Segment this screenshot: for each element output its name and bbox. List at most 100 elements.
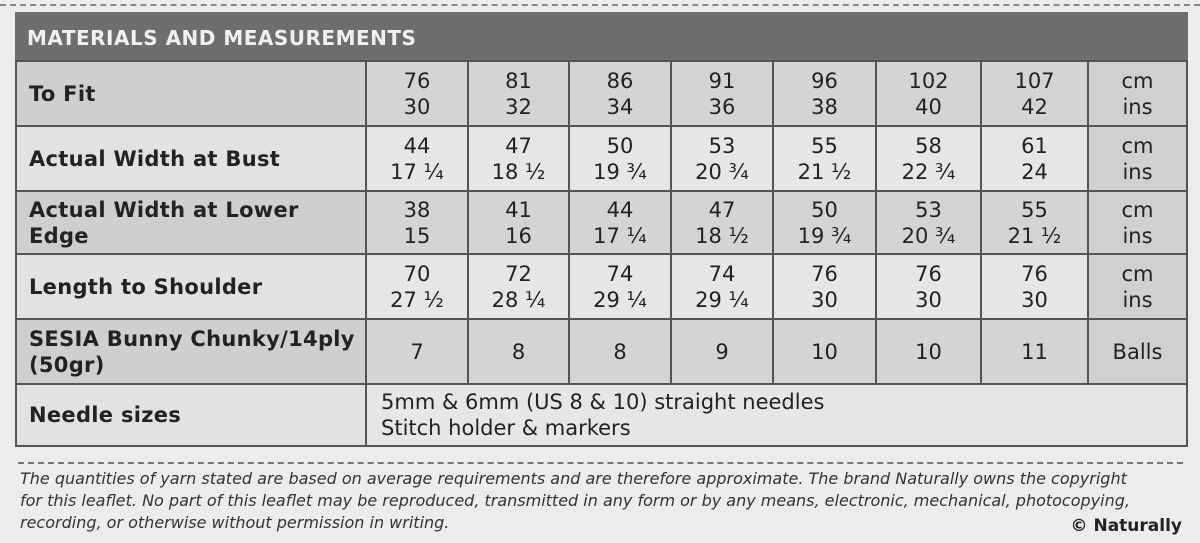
divider xyxy=(18,462,1183,464)
table-row: Actual Width at Lower Edge 38 15 41 16 44 17 ¼… xyxy=(15,192,1188,255)
size-cell: 58 22 ¾ xyxy=(875,127,980,190)
value-text: 19 ¾ xyxy=(593,159,647,184)
unit-cell: cm ins xyxy=(1087,192,1188,253)
table-row: To Fit 76 30 81 32 86 34 91 36 96 38 102 40 107 42 cm in… xyxy=(15,60,1188,127)
footer-line: for this leaflet. No part of this leafle… xyxy=(20,491,1130,510)
value-text: 76 xyxy=(403,68,431,93)
unit-text: cm xyxy=(1121,133,1154,158)
label-text: Needle sizes xyxy=(29,403,182,427)
value-text: 81 xyxy=(505,68,532,93)
divider xyxy=(0,4,1200,6)
size-cell: 96 38 xyxy=(772,62,875,125)
value-text: 18 ½ xyxy=(695,223,749,248)
size-cell: 102 40 xyxy=(875,62,980,125)
label-text: Actual Width at Lower Edge xyxy=(29,197,299,248)
value-text: 7 xyxy=(410,339,424,364)
size-cell: 70 27 ½ xyxy=(365,255,467,318)
value-text: 30 xyxy=(811,287,838,312)
size-cell: 107 42 xyxy=(980,62,1087,125)
value-text: 50 xyxy=(606,133,634,158)
label-text: Actual Width at Bust xyxy=(29,146,281,171)
size-cell: 61 24 xyxy=(980,127,1087,190)
text-cell: 5mm & 6mm (US 8 & 10) straight needles St… xyxy=(365,385,1188,445)
row-label: Actual Width at Bust xyxy=(15,127,365,190)
value-text: 76 xyxy=(915,261,942,286)
value-text: 34 xyxy=(606,94,634,119)
value-text: 8 xyxy=(613,339,627,364)
row-label: To Fit xyxy=(15,62,365,125)
unit-cell: cm ins xyxy=(1087,127,1188,190)
size-cell: 11 xyxy=(980,320,1087,383)
unit-text: cm xyxy=(1121,197,1154,222)
value-text: 19 ¾ xyxy=(797,223,852,248)
size-cell: 91 36 xyxy=(670,62,772,125)
value-text: 21 ½ xyxy=(797,159,852,184)
value-text: 55 xyxy=(1021,197,1048,222)
value-text: 58 xyxy=(915,133,942,158)
size-cell: 53 20 ¾ xyxy=(875,192,980,253)
unit-text: cm xyxy=(1121,68,1154,93)
size-cell: 47 18 ½ xyxy=(467,127,568,190)
unit-cell: cm ins xyxy=(1087,62,1188,125)
unit-text: ins xyxy=(1122,94,1153,119)
size-cell: 10 xyxy=(875,320,980,383)
value-text: 96 xyxy=(811,68,838,93)
value-text: 61 xyxy=(1021,133,1048,158)
value-text: 20 ¾ xyxy=(695,159,749,184)
size-cell: 74 29 ¼ xyxy=(568,255,670,318)
value-text: 11 xyxy=(1021,339,1048,364)
value-text: 40 xyxy=(915,94,942,119)
size-cell: 86 34 xyxy=(568,62,670,125)
needle-text: 5mm & 6mm (US 8 & 10) straight needles xyxy=(381,390,825,414)
value-text: 16 xyxy=(505,223,532,248)
size-cell: 50 19 ¾ xyxy=(568,127,670,190)
value-text: 21 ½ xyxy=(1007,223,1062,248)
row-label: Actual Width at Lower Edge xyxy=(15,192,365,253)
value-text: 76 xyxy=(811,261,838,286)
value-text: 36 xyxy=(708,94,736,119)
value-text: 17 ¼ xyxy=(593,223,647,248)
row-label: Needle sizes xyxy=(15,385,365,445)
value-text: 55 xyxy=(811,133,838,158)
value-text: 47 xyxy=(708,197,736,222)
section-title: MATERIALS AND MEASUREMENTS xyxy=(15,12,1188,60)
value-text: 8 xyxy=(511,339,526,364)
value-text: 30 xyxy=(1021,287,1048,312)
size-cell: 55 21 ½ xyxy=(772,127,875,190)
value-text: 76 xyxy=(1021,261,1048,286)
value-text: 24 xyxy=(1021,159,1048,184)
size-cell: 55 21 ½ xyxy=(980,192,1087,253)
value-text: 42 xyxy=(1021,94,1048,119)
unit-text: ins xyxy=(1122,223,1153,248)
value-text: 107 xyxy=(1014,68,1055,93)
size-cell: 44 17 ¼ xyxy=(365,127,467,190)
size-cell: 47 18 ½ xyxy=(670,192,772,253)
size-cell: 7 xyxy=(365,320,467,383)
size-cell: 41 16 xyxy=(467,192,568,253)
unit-text: cm xyxy=(1121,261,1154,286)
value-text: 102 xyxy=(908,68,949,93)
label-text: SESIA Bunny Chunky/14ply xyxy=(29,326,355,351)
value-text: 50 xyxy=(811,197,838,222)
row-label: Length to Shoulder xyxy=(15,255,365,318)
value-text: 9 xyxy=(715,339,729,364)
value-text: 70 xyxy=(403,261,431,286)
value-text: 29 ¼ xyxy=(695,287,749,312)
footer-line: The quantities of yarn stated are based … xyxy=(20,469,1127,488)
size-cell: 76 30 xyxy=(365,62,467,125)
value-text: 18 ½ xyxy=(491,159,546,184)
value-text: 72 xyxy=(505,261,532,286)
value-text: 38 xyxy=(811,94,838,119)
table-row: SESIA Bunny Chunky/14ply (50gr) 7 8 8 9 10 10 11… xyxy=(15,320,1188,385)
label-text: Length to Shoulder xyxy=(29,274,263,299)
value-text: 53 xyxy=(708,133,736,158)
value-text: 22 ¾ xyxy=(901,159,956,184)
size-cell: 50 19 ¾ xyxy=(772,192,875,253)
size-cell: 9 xyxy=(670,320,772,383)
value-text: 86 xyxy=(606,68,634,93)
size-cell: 76 30 xyxy=(772,255,875,318)
size-cell: 44 17 ¼ xyxy=(568,192,670,253)
footer-line: recording, or otherwise without permissi… xyxy=(20,513,450,532)
table-row: Needle sizes 5mm & 6mm (US 8 & 10) straig… xyxy=(15,385,1188,447)
